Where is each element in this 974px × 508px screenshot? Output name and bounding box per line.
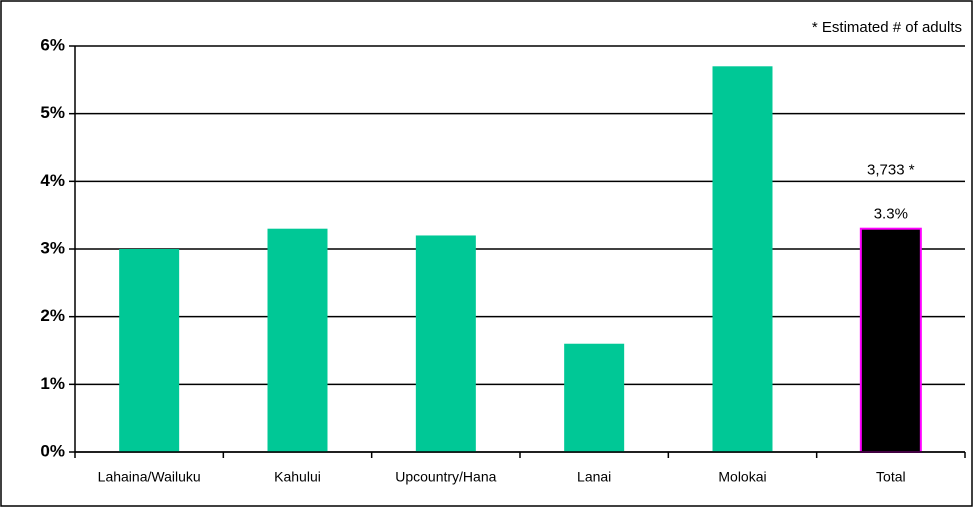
y-tick-label: 1% <box>40 374 65 393</box>
x-tick-label: Kahului <box>274 469 321 485</box>
y-tick-label: 5% <box>40 103 65 122</box>
x-tick-label: Lahaina/Wailuku <box>98 469 201 485</box>
annotation: 3,733 * <box>867 162 915 179</box>
bar <box>859 227 922 453</box>
y-tick-label: 2% <box>40 306 65 325</box>
x-tick-label: Upcountry/Hana <box>395 469 496 485</box>
x-tick-label: Lanai <box>577 469 611 485</box>
y-tick-label: 0% <box>40 441 65 460</box>
bar <box>564 343 625 452</box>
bar <box>415 235 476 452</box>
y-tick-label: 3% <box>40 238 65 257</box>
x-tick-label: Total <box>876 469 906 485</box>
bar <box>267 228 328 452</box>
y-tick-label: 6% <box>40 35 65 54</box>
annotation: * Estimated # of adults <box>812 19 962 36</box>
bar <box>712 66 773 453</box>
value-label: 3.3% <box>874 206 908 223</box>
bar <box>119 249 180 452</box>
y-tick-label: 4% <box>40 171 65 190</box>
x-tick-label: Molokai <box>718 469 766 485</box>
